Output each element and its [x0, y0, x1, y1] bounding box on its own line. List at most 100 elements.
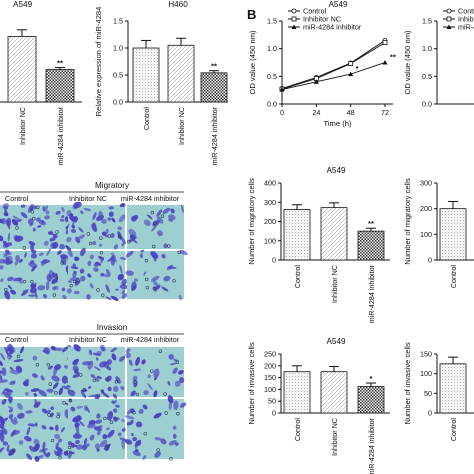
- stained-cell: [67, 248, 73, 258]
- y-tick-label: 300: [420, 179, 432, 188]
- legend-marker: [291, 16, 297, 22]
- stained-cell: [108, 206, 115, 210]
- stained-cell: [166, 264, 174, 271]
- stained-cell: [107, 386, 112, 392]
- micrograph-tile: [125, 347, 185, 398]
- stained-cell: [72, 363, 79, 366]
- stained-cell: [84, 405, 88, 412]
- data-point: [348, 61, 354, 67]
- y-tick-label: 200: [264, 217, 276, 226]
- bar: [7, 36, 37, 103]
- y-tick-label: 0.0: [113, 98, 123, 107]
- stained-cell: [174, 380, 181, 387]
- membrane-pore: [144, 277, 149, 282]
- stained-cell: [40, 259, 51, 264]
- stained-cell: [8, 406, 14, 410]
- stained-cell: [43, 240, 49, 246]
- stained-cell: [50, 406, 54, 410]
- stained-cell: [124, 439, 133, 445]
- stained-cell: [81, 390, 87, 399]
- category-label: miR-4284 inhibitor: [367, 264, 376, 323]
- stained-cell: [153, 412, 162, 419]
- data-point: [382, 60, 388, 65]
- y-tick-label: 0.5: [267, 72, 277, 81]
- legend-marker: [291, 24, 297, 29]
- stained-cell: [143, 390, 149, 395]
- stained-cell: [29, 260, 35, 264]
- y-tick-label: 150: [264, 373, 276, 382]
- membrane-pore: [35, 363, 40, 367]
- y-tick-label: 250: [264, 350, 276, 359]
- stained-cell: [130, 390, 136, 397]
- stained-cell: [82, 361, 92, 366]
- stained-cell: [76, 414, 82, 421]
- stained-cell: [6, 217, 12, 227]
- stained-cell: [178, 294, 182, 301]
- stained-cell: [60, 255, 67, 266]
- stained-cell: [43, 293, 47, 299]
- stained-cell: [0, 373, 3, 381]
- stained-cell: [107, 411, 114, 421]
- category-label: Inhibitor NC: [177, 107, 186, 145]
- stained-cell: [72, 216, 78, 223]
- stained-cell: [163, 275, 171, 282]
- stained-cell: [61, 385, 70, 390]
- stained-cell: [129, 419, 134, 425]
- legend-marker: [446, 16, 452, 22]
- stained-cell: [0, 278, 4, 283]
- membrane-pore: [30, 210, 35, 214]
- stained-cell: [168, 214, 176, 221]
- stained-cell: [9, 380, 15, 386]
- membrane-pore: [152, 286, 157, 291]
- stained-cell: [168, 401, 172, 411]
- y-tick-label: 1.0: [422, 44, 432, 53]
- stained-cell: [57, 250, 62, 255]
- membrane-pore: [22, 279, 27, 284]
- stained-cell: [0, 370, 3, 374]
- stained-cell: [150, 251, 159, 259]
- stained-cell: [110, 347, 118, 353]
- category-label: Control: [449, 418, 458, 442]
- stained-cell: [126, 422, 131, 426]
- stained-cell: [168, 218, 173, 222]
- x-tick-label: 48: [347, 108, 355, 117]
- stained-cell: [96, 376, 103, 379]
- membrane-pore: [69, 283, 73, 288]
- stained-cell: [153, 368, 160, 379]
- stained-cell: [73, 290, 80, 295]
- category-label: miR-4284 inhibitor: [210, 106, 219, 165]
- stained-cell: [167, 381, 171, 386]
- stained-cell: [93, 221, 97, 228]
- stained-cell: [134, 278, 139, 282]
- y-tick-label: 0: [272, 256, 276, 265]
- stained-cell: [42, 441, 46, 450]
- stained-cell: [72, 358, 79, 365]
- stained-cell: [151, 225, 157, 232]
- stained-cell: [94, 419, 103, 424]
- stained-cell: [179, 402, 187, 408]
- membrane-pore: [96, 288, 100, 292]
- membrane-pore: [145, 285, 150, 290]
- stained-cell: [33, 438, 40, 446]
- stained-cell: [117, 226, 123, 231]
- y-tick-label: 50: [424, 389, 432, 398]
- stained-cell: [80, 275, 86, 282]
- membrane-pore: [46, 362, 50, 367]
- membrane-pore: [15, 226, 19, 230]
- y-tick-label: 0: [428, 256, 432, 265]
- photo-col-control: Control: [5, 194, 29, 203]
- stained-cell: [95, 357, 99, 361]
- x-tick-label: 0: [280, 108, 284, 117]
- membrane-pore: [106, 444, 111, 448]
- membrane-pore: [169, 457, 173, 461]
- stained-cell: [58, 387, 64, 396]
- membrane-pore: [156, 448, 160, 452]
- stained-cell: [154, 377, 157, 381]
- stained-cell: [20, 204, 26, 208]
- stained-cell: [107, 217, 112, 221]
- membrane-pore: [101, 293, 105, 298]
- stained-cell: [175, 442, 179, 446]
- stained-cell: [98, 243, 103, 247]
- stained-cell: [135, 356, 141, 366]
- stained-cell: [89, 283, 94, 289]
